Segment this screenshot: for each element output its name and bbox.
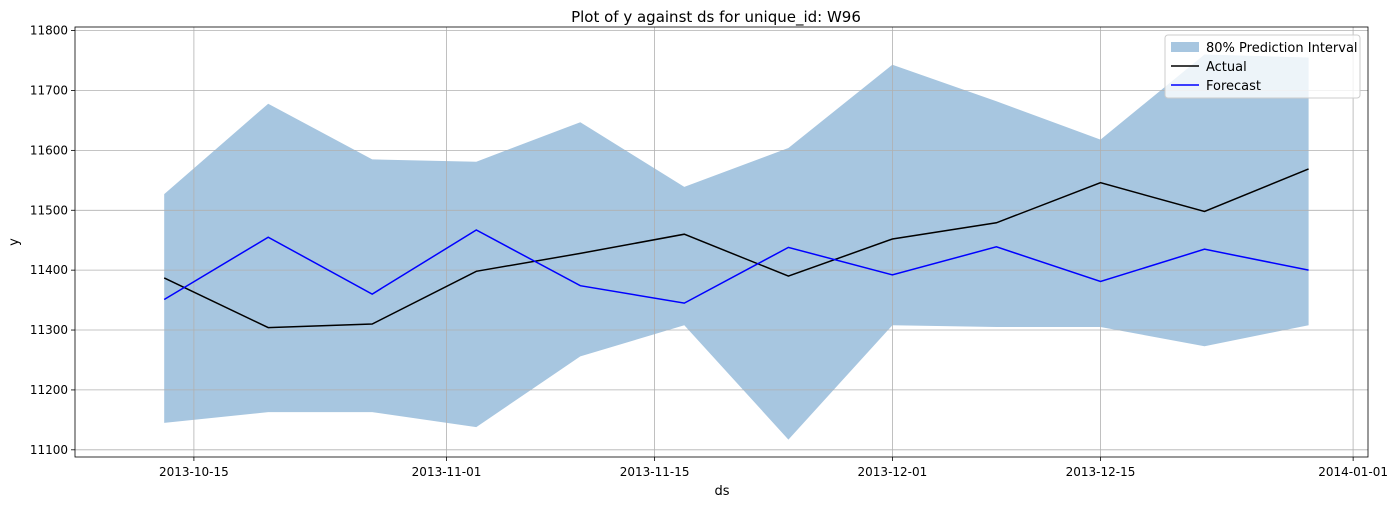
prediction-interval-band bbox=[164, 54, 1309, 440]
y-tick-label: 11800 bbox=[30, 24, 68, 38]
legend-swatch bbox=[1171, 42, 1199, 52]
x-tick-label: 2013-12-15 bbox=[1066, 465, 1136, 479]
legend-label: 80% Prediction Interval bbox=[1206, 41, 1358, 56]
y-axis-title: y bbox=[7, 238, 22, 246]
series-line-forecast bbox=[163, 229, 1309, 304]
legend-label: Forecast bbox=[1206, 79, 1261, 94]
legend-item-actual: Actual bbox=[1171, 60, 1247, 75]
legend: 80% Prediction Interval Actual Forecast bbox=[1164, 34, 1361, 99]
y-tick-label: 11300 bbox=[30, 323, 68, 337]
x-tick-label: 2013-11-01 bbox=[412, 465, 482, 479]
x-tick-label: 2013-11-15 bbox=[620, 465, 690, 479]
y-tick-label: 11600 bbox=[30, 143, 68, 157]
plot-frame bbox=[74, 26, 1369, 458]
x-tick-label: 2013-12-01 bbox=[858, 465, 928, 479]
y-tick-label: 11400 bbox=[30, 263, 68, 277]
legend-label: Actual bbox=[1206, 60, 1247, 75]
series-line-actual bbox=[163, 168, 1309, 329]
y-tick-label: 11500 bbox=[30, 203, 68, 217]
legend-item-interval: 80% Prediction Interval bbox=[1171, 41, 1358, 56]
y-tick-label: 11700 bbox=[30, 83, 68, 97]
legend-box bbox=[1164, 34, 1361, 99]
plot-area: 11100 11200 11300 11400 11500 11600 11700 11800… bbox=[30, 24, 1388, 479]
x-axis-title: ds bbox=[714, 484, 729, 499]
chart-title: Plot of y against ds for unique_id: W96 bbox=[571, 8, 861, 27]
y-tick-label: 11100 bbox=[30, 443, 68, 457]
x-tick-label: 2013-10-15 bbox=[159, 465, 229, 479]
x-tick-label: 2014-01-01 bbox=[1318, 465, 1388, 479]
legend-item-forecast: Forecast bbox=[1171, 79, 1261, 94]
y-tick-label: 11200 bbox=[30, 383, 68, 397]
